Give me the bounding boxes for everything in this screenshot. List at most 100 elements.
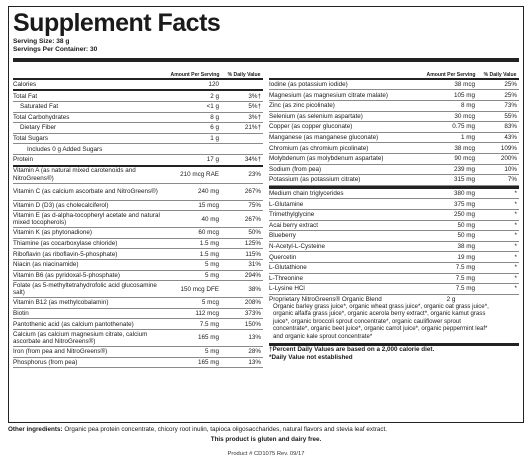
gluten-dairy-free-statement: This product is gluten and dairy free. <box>210 436 322 443</box>
nutrient-name: Iodine (as potassium iodide) <box>269 81 348 88</box>
nutrient-row: Vitamin D (D3) (as cholecalciferol) 15 mc… <box>13 201 263 212</box>
nutrient-amount: 7.5 mg <box>199 320 219 328</box>
nutrient-row: Total Fat 2 g 3%† <box>13 91 263 102</box>
nutrient-daily-value: * <box>514 200 517 208</box>
nutrient-daily-value: 28% <box>248 348 261 356</box>
nutrient-name: Chromium (as chromium picolinate) <box>269 144 369 152</box>
right-column-header: Amount Per Serving % Daily Value <box>269 65 519 80</box>
nutrient-amount: 105 mg <box>453 91 475 99</box>
nutrient-row: Manganese (as manganese gluconate) 1 mg 43… <box>269 133 519 144</box>
nutrient-daily-value: 150% <box>244 320 261 328</box>
nutrient-amount: 5 mcg <box>201 299 219 307</box>
nutrient-row: L-Glutathione 7.5 mg * <box>269 263 519 274</box>
nutrient-amount: 30 mcg <box>454 112 475 120</box>
nutrient-amount: 8 mg <box>461 102 475 110</box>
section-divider <box>269 185 519 189</box>
nutrient-name: Calcium (as calcium magnesium citrate, c… <box>13 330 148 345</box>
nutrient-row: Pantothenic acid (as calcium pantothenat… <box>13 319 263 330</box>
nutrient-row: Molybdenum (as molybdenum aspartate) 90 m… <box>269 154 519 165</box>
nutrient-amount: 1 g <box>210 134 219 142</box>
nutrient-daily-value: 373% <box>244 309 261 317</box>
nutrient-row: Sodium (from pea) 239 mg 10% <box>269 165 519 176</box>
nutrient-name: L-Glutathione <box>269 264 307 272</box>
footnote-dv-not-established: *Daily Value not established <box>269 353 353 361</box>
footnote-percent-dv: †Percent Daily Values are based on a 2,0… <box>269 345 435 353</box>
nutrient-daily-value: * <box>514 264 517 272</box>
nutrient-name: Vitamin K (as phytonadione) <box>13 229 92 237</box>
nutrient-row: Total Carbohydrates 8 g 3%† <box>13 113 263 124</box>
left-column: Amount Per Serving % Daily Value Calorie… <box>13 65 263 369</box>
nutrient-row: Phosphorus (from pea) 165 mg 13% <box>13 358 263 369</box>
amount-header: Amount Per Serving <box>426 71 476 78</box>
nutrient-daily-value: 208% <box>244 299 261 307</box>
nutrient-row: Riboflavin (as riboflavin-5-phosphate) 1.… <box>13 249 263 260</box>
nutrient-name: Molybdenum (as molybdenum aspartate) <box>269 155 384 163</box>
nutrient-amount: 38 mg <box>457 242 475 250</box>
nutrient-amount: 1.5 mg <box>199 239 219 247</box>
nutrient-name: Total Fat <box>13 92 38 100</box>
nutrient-name: Vitamin B6 (as pyridoxal-5-phosphate) <box>13 271 120 279</box>
nutrient-row: Thiamine (as cocarboxylase chloride) 1.5 … <box>13 239 263 250</box>
nutrient-daily-value: 43% <box>504 133 517 141</box>
nutrient-name: Folate (as 5-methyltetrahydrofolic acid … <box>13 281 157 297</box>
nutrient-amount: 5 mg <box>205 348 219 356</box>
nutrient-name: Acai berry extract <box>269 221 318 229</box>
nutrient-amount: 1 mg <box>461 133 475 141</box>
nutrient-name: Medium chain triglycerides <box>269 189 344 197</box>
nutrient-row: Vitamin K (as phytonadione) 60 mcg 50% <box>13 228 263 239</box>
nutrient-daily-value: 3%† <box>248 113 261 121</box>
daily-value-header: % Daily Value <box>483 71 517 78</box>
nutrient-row: Acai berry extract 50 mg * <box>269 221 519 232</box>
nutrient-amount: 7.5 mg <box>455 264 475 272</box>
blend-amount: 2 g <box>446 295 456 303</box>
nutrient-daily-value: 38% <box>248 285 261 293</box>
nutrient-daily-value: 125% <box>244 239 261 247</box>
nutrient-row: Calories 120 <box>13 80 263 92</box>
nutrient-row: Magnesium (as magnesium citrate malate) 1… <box>269 90 519 101</box>
nutrient-amount: 250 mg <box>453 211 475 219</box>
nutrient-daily-value: 34%† <box>244 156 261 164</box>
nutrient-name: Selenium (as selenium aspartate) <box>269 112 363 120</box>
nutrient-row: Selenium (as selenium aspartate) 30 mcg 55… <box>269 112 519 123</box>
nutrient-daily-value: 200% <box>500 155 517 163</box>
nutrient-row: Calcium (as calcium magnesium citrate, c… <box>13 330 263 347</box>
nutrient-amount: 165 mg <box>197 358 219 366</box>
nutrient-amount: 50 mg <box>457 221 475 229</box>
nutrient-name: Zinc (as zinc picolinate) <box>269 102 335 110</box>
nutrient-daily-value: 25% <box>504 81 517 88</box>
nutrient-daily-value: * <box>514 221 517 229</box>
nutrient-name: Manganese (as manganese gluconate) <box>269 133 379 141</box>
nutrient-daily-value: 25% <box>504 91 517 99</box>
nutrient-amount: 17 g <box>206 156 219 164</box>
left-column-header: Amount Per Serving % Daily Value <box>13 65 263 80</box>
nutrient-amount: 7.5 mg <box>455 274 475 282</box>
nutrient-daily-value: * <box>514 274 517 282</box>
nutrient-amount: 315 mg <box>453 176 475 184</box>
nutrient-amount: 90 mcg <box>454 155 475 163</box>
nutrient-row: Vitamin A (as natural mixed carotenoids … <box>13 167 263 184</box>
nutrient-amount: 40 mg <box>201 215 219 223</box>
nutrient-amount: 6 g <box>210 124 219 132</box>
blend-name: Proprietary NitroGreens® Organic Blend <box>269 295 382 303</box>
nutrient-name: Total Carbohydrates <box>13 113 70 121</box>
nutrient-amount: 210 mcg RAE <box>180 170 219 178</box>
right-ingredient-rows: Medium chain triglycerides 380 mg * L-Gluta… <box>269 189 519 295</box>
nutrient-row: Vitamin C (as calcium ascorbate and Nitr… <box>13 184 263 201</box>
nutrient-amount: <1 g <box>206 103 219 111</box>
nutrient-daily-value: 13% <box>248 334 261 342</box>
nutrient-name: Vitamin E (as d-alpha-tocopheryl acetate… <box>13 211 160 227</box>
nutrient-daily-value: 21%† <box>244 124 261 132</box>
nutrient-daily-value: 115% <box>245 250 261 258</box>
nutrient-name: Sodium (from pea) <box>269 165 322 173</box>
nutrient-amount: 7.5 mg <box>455 285 475 293</box>
nutrient-name: Dietary Fiber <box>20 124 57 132</box>
nutrient-row: Quercetin 19 mg * <box>269 252 519 263</box>
nutrient-row: Folate (as 5-methyltetrahydrofolic acid … <box>13 281 263 299</box>
nutrient-amount: 19 mg <box>457 253 475 261</box>
right-nutrient-rows: Iodine (as potassium iodide) 38 mcg 25% Mag… <box>269 80 519 186</box>
nutrient-amount: 60 mcg <box>198 229 219 237</box>
nutrient-name: L-Glutamine <box>269 200 304 208</box>
nutrient-row: Vitamin B12 (as methylcobalamin) 5 mcg 208… <box>13 298 263 309</box>
nutrient-row: L-Threonine 7.5 mg * <box>269 274 519 285</box>
nutrient-row: Zinc (as zinc picolinate) 8 mg 73% <box>269 101 519 112</box>
